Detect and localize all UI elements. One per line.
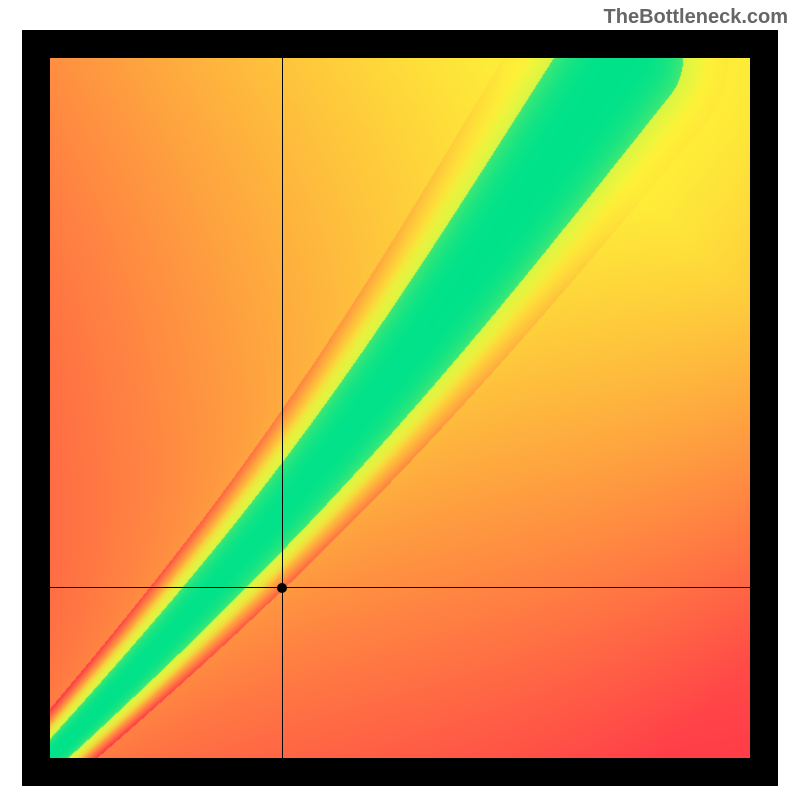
plot-frame (22, 30, 778, 786)
chart-container: TheBottleneck.com (0, 0, 800, 800)
watermark-text: TheBottleneck.com (604, 6, 788, 29)
crosshair-horizontal (50, 587, 750, 588)
plot-area (50, 58, 750, 758)
crosshair-vertical (282, 58, 283, 758)
heatmap-canvas (50, 58, 750, 758)
